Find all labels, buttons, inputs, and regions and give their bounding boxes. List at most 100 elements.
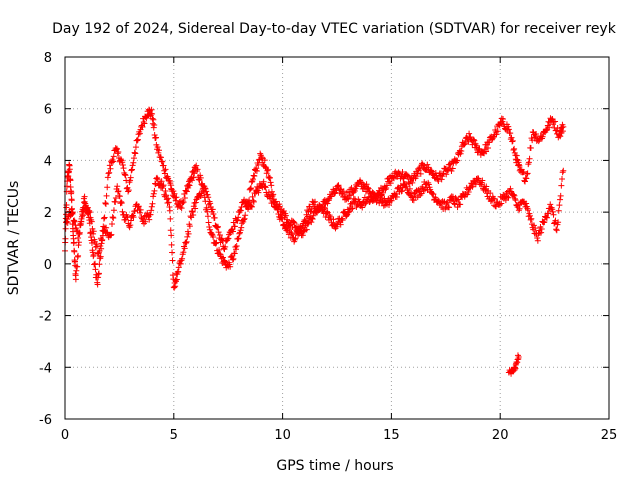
data-point-trail: [291, 220, 298, 227]
data-point-trail: [370, 190, 377, 197]
data-point-trail: [430, 191, 437, 198]
data-point-trail: [509, 137, 516, 144]
data-point-trail: [131, 208, 138, 215]
data-point-trail: [184, 233, 191, 240]
data-point-trail: [161, 170, 168, 177]
data-point-trail: [513, 202, 520, 209]
data-point-trail: [106, 169, 113, 176]
data-point-trail: [262, 184, 269, 191]
data-point-trail: [253, 165, 260, 172]
data-point-trail: [94, 279, 101, 286]
data-point-trail: [425, 164, 432, 171]
data-point-trail: [421, 178, 428, 185]
data-point-trail: [376, 200, 383, 207]
data-point-trail: [516, 205, 523, 212]
data-point-trail: [210, 211, 217, 218]
data-point-trail: [324, 200, 331, 207]
data-point-trail: [233, 243, 240, 250]
data-point-trail: [522, 178, 529, 185]
data-point-trail: [252, 190, 259, 197]
data-point-trail: [527, 212, 534, 219]
data-point-trail: [362, 200, 369, 207]
data-point: [410, 193, 417, 200]
data-point-trail: [280, 207, 287, 214]
data-point-trail: [419, 160, 426, 167]
data-point-trail: [558, 175, 565, 182]
data-point-trail: [120, 165, 127, 172]
data-point-trail: [150, 116, 157, 123]
data-point-trail: [310, 212, 317, 219]
data-point-trail: [102, 200, 109, 207]
data-point-trail: [512, 364, 519, 371]
data-point-trail: [192, 205, 199, 212]
data-point-trail: [390, 174, 397, 181]
data-point-trail: [64, 219, 71, 226]
data-point-trail: [265, 166, 272, 173]
data-point-trail: [529, 137, 536, 144]
data-point-trail: [534, 237, 541, 244]
data-point-trail: [194, 194, 201, 201]
data-point-trail: [538, 225, 545, 232]
x-tick-label: 20: [492, 428, 509, 443]
data-point-trail: [68, 197, 75, 204]
data-point-trail: [180, 199, 187, 206]
data-point-trail: [185, 230, 192, 237]
data-point-trail: [165, 195, 172, 202]
data-point-trail: [464, 135, 471, 142]
data-point-trail: [447, 194, 454, 201]
data-point-trail: [205, 194, 212, 201]
data-point-trail: [462, 140, 469, 147]
data-point-trail: [92, 266, 99, 273]
data-point-trail: [139, 124, 146, 131]
data-point-trail: [99, 232, 106, 239]
data-point-trail: [140, 119, 147, 126]
data-point-trail: [395, 185, 402, 192]
data-point-trail: [438, 176, 445, 183]
data-point-trail: [127, 177, 134, 184]
data-point-trail: [240, 216, 247, 223]
data-point-trail: [158, 178, 165, 185]
data-point-trail: [246, 199, 253, 206]
data-point-trail: [308, 208, 315, 215]
data-point-trail: [524, 170, 531, 177]
data-point-trail: [483, 183, 490, 190]
data-point-trail: [107, 165, 114, 172]
data-point-trail: [231, 223, 238, 230]
data-point-trail: [399, 169, 406, 176]
data-point-trail: [492, 126, 499, 133]
data-point-trail: [300, 228, 307, 235]
data-point-trail: [402, 181, 409, 188]
data-point-trail: [76, 230, 83, 237]
data-point-trail: [512, 197, 519, 204]
data-point-trail: [150, 190, 157, 197]
data-point-trail: [92, 260, 99, 267]
data-point-trail: [162, 187, 169, 194]
x-tick-label: 10: [274, 428, 291, 443]
data-point-trail: [203, 204, 210, 211]
data-point-trail: [110, 153, 117, 160]
data-point-trail: [548, 117, 555, 124]
data-point-trail: [487, 190, 494, 197]
data-point-trail: [225, 235, 232, 242]
data-point-trail: [349, 205, 356, 212]
data-point-trail: [550, 211, 557, 218]
data-point-trail: [498, 200, 505, 207]
data-point-trail: [432, 175, 439, 182]
data-point-trail: [181, 194, 188, 201]
data-point-trail: [229, 228, 236, 235]
data-point-trail: [250, 172, 257, 179]
data-point-trail: [214, 223, 221, 230]
data-point-trail: [233, 246, 240, 253]
data-point-trail: [71, 248, 78, 255]
data-point: [534, 235, 541, 241]
data-point-trail: [505, 123, 512, 130]
data-point-trail: [68, 189, 75, 196]
data-point-trail: [268, 182, 275, 189]
data-point-trail: [206, 224, 213, 231]
data-point-trail: [543, 214, 550, 221]
data-point-trail: [281, 222, 288, 229]
data-point-trail: [186, 223, 193, 230]
data-point-trail: [334, 183, 341, 190]
data-point-trail: [151, 122, 158, 129]
data-point-trail: [445, 166, 452, 173]
